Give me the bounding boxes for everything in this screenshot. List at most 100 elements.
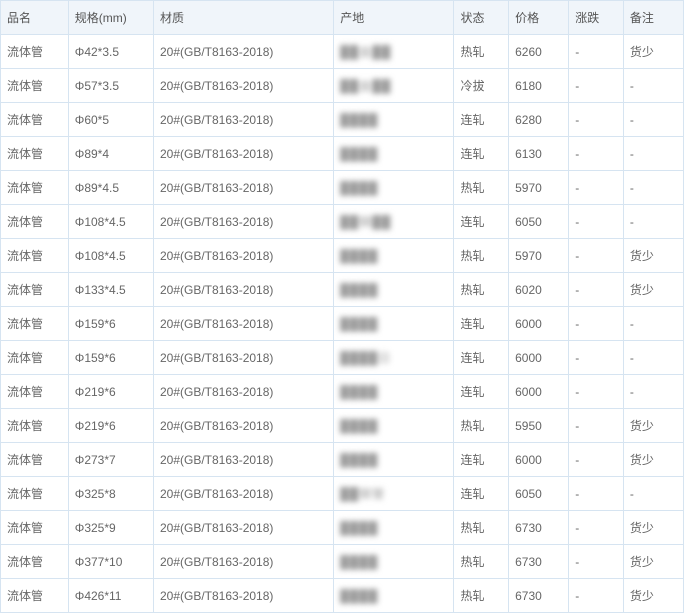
table-row: 流体管Φ159*620#(GB/T8163-2018)████日连轧6000-- [1, 341, 684, 375]
cell-price: 5950 [509, 409, 569, 443]
cell-name: 流体管 [1, 409, 69, 443]
origin-blurred: ████ [340, 555, 378, 569]
table-row: 流体管Φ133*4.520#(GB/T8163-2018)████热轧6020-… [1, 273, 684, 307]
cell-spec: Φ159*6 [68, 307, 153, 341]
cell-status: 热轧 [454, 35, 509, 69]
cell-name: 流体管 [1, 273, 69, 307]
table-row: 流体管Φ89*4.520#(GB/T8163-2018)████热轧5970-- [1, 171, 684, 205]
cell-spec: Φ325*9 [68, 511, 153, 545]
cell-status: 热轧 [454, 273, 509, 307]
col-header-remark: 备注 [623, 1, 683, 35]
cell-change: - [569, 239, 624, 273]
col-header-origin: 产地 [334, 1, 454, 35]
cell-mat: 20#(GB/T8163-2018) [153, 103, 333, 137]
table-row: 流体管Φ426*1120#(GB/T8163-2018)████热轧6730-货… [1, 579, 684, 613]
cell-origin: ████ [334, 307, 454, 341]
cell-change: - [569, 273, 624, 307]
table-row: 流体管Φ325*820#(GB/T8163-2018)██钢管连轧6050-- [1, 477, 684, 511]
cell-origin: ████ [334, 137, 454, 171]
cell-price: 6000 [509, 307, 569, 341]
cell-origin: ████ [334, 511, 454, 545]
cell-spec: Φ219*6 [68, 375, 153, 409]
cell-change: - [569, 69, 624, 103]
cell-status: 热轧 [454, 511, 509, 545]
cell-name: 流体管 [1, 35, 69, 69]
table-row: 流体管Φ377*1020#(GB/T8163-2018)████热轧6730-货… [1, 545, 684, 579]
origin-blurred: ████ [340, 521, 378, 535]
cell-remark: - [623, 69, 683, 103]
cell-price: 6180 [509, 69, 569, 103]
origin-blurred: ████ [340, 385, 378, 399]
cell-origin: ██金██ [334, 69, 454, 103]
cell-remark: - [623, 205, 683, 239]
origin-blurred: ██钢管 [340, 485, 385, 502]
cell-price: 6730 [509, 579, 569, 613]
cell-origin: ████ [334, 409, 454, 443]
cell-price: 6130 [509, 137, 569, 171]
cell-spec: Φ108*4.5 [68, 205, 153, 239]
cell-price: 6000 [509, 443, 569, 477]
cell-mat: 20#(GB/T8163-2018) [153, 545, 333, 579]
cell-status: 热轧 [454, 409, 509, 443]
cell-mat: 20#(GB/T8163-2018) [153, 579, 333, 613]
table-row: 流体管Φ108*4.520#(GB/T8163-2018)████热轧5970-… [1, 239, 684, 273]
cell-mat: 20#(GB/T8163-2018) [153, 477, 333, 511]
cell-change: - [569, 137, 624, 171]
origin-blurred: ██金██ [340, 77, 391, 94]
cell-mat: 20#(GB/T8163-2018) [153, 307, 333, 341]
cell-change: - [569, 341, 624, 375]
cell-origin: ████ [334, 239, 454, 273]
cell-origin: ████ [334, 375, 454, 409]
cell-remark: 货少 [623, 239, 683, 273]
cell-change: - [569, 409, 624, 443]
cell-origin: ████ [334, 273, 454, 307]
cell-mat: 20#(GB/T8163-2018) [153, 69, 333, 103]
table-row: 流体管Φ57*3.520#(GB/T8163-2018)██金██冷拔6180-… [1, 69, 684, 103]
table-row: 流体管Φ325*920#(GB/T8163-2018)████热轧6730-货少 [1, 511, 684, 545]
cell-origin: ██钢管 [334, 477, 454, 511]
cell-remark: - [623, 341, 683, 375]
cell-origin: ████ [334, 579, 454, 613]
cell-name: 流体管 [1, 341, 69, 375]
cell-status: 连轧 [454, 205, 509, 239]
origin-blurred: ████ [340, 147, 378, 161]
cell-remark: 货少 [623, 409, 683, 443]
table-row: 流体管Φ108*4.520#(GB/T8163-2018)██钢██连轧6050… [1, 205, 684, 239]
cell-change: - [569, 511, 624, 545]
cell-name: 流体管 [1, 69, 69, 103]
table-row: 流体管Φ89*420#(GB/T8163-2018)████连轧6130-- [1, 137, 684, 171]
cell-price: 6730 [509, 545, 569, 579]
cell-status: 连轧 [454, 103, 509, 137]
cell-mat: 20#(GB/T8163-2018) [153, 35, 333, 69]
cell-spec: Φ219*6 [68, 409, 153, 443]
cell-status: 连轧 [454, 137, 509, 171]
cell-change: - [569, 171, 624, 205]
col-header-status: 状态 [454, 1, 509, 35]
cell-name: 流体管 [1, 545, 69, 579]
cell-change: - [569, 579, 624, 613]
origin-blurred: ████ [340, 419, 378, 433]
cell-spec: Φ426*11 [68, 579, 153, 613]
cell-origin: ████ [334, 443, 454, 477]
cell-remark: - [623, 307, 683, 341]
cell-status: 连轧 [454, 477, 509, 511]
cell-mat: 20#(GB/T8163-2018) [153, 511, 333, 545]
cell-mat: 20#(GB/T8163-2018) [153, 443, 333, 477]
cell-spec: Φ57*3.5 [68, 69, 153, 103]
cell-change: - [569, 307, 624, 341]
origin-blurred: ████ [340, 249, 378, 263]
origin-blurred: ████ [340, 283, 378, 297]
table-row: 流体管Φ219*620#(GB/T8163-2018)████连轧6000-- [1, 375, 684, 409]
cell-spec: Φ273*7 [68, 443, 153, 477]
cell-origin: ████ [334, 103, 454, 137]
cell-price: 6050 [509, 205, 569, 239]
origin-blurred: ██钢██ [340, 213, 391, 230]
origin-blurred: ████ [340, 589, 378, 603]
cell-name: 流体管 [1, 511, 69, 545]
cell-mat: 20#(GB/T8163-2018) [153, 375, 333, 409]
cell-remark: 货少 [623, 35, 683, 69]
cell-name: 流体管 [1, 579, 69, 613]
cell-name: 流体管 [1, 171, 69, 205]
origin-blurred: ████日 [340, 349, 391, 366]
cell-spec: Φ133*4.5 [68, 273, 153, 307]
